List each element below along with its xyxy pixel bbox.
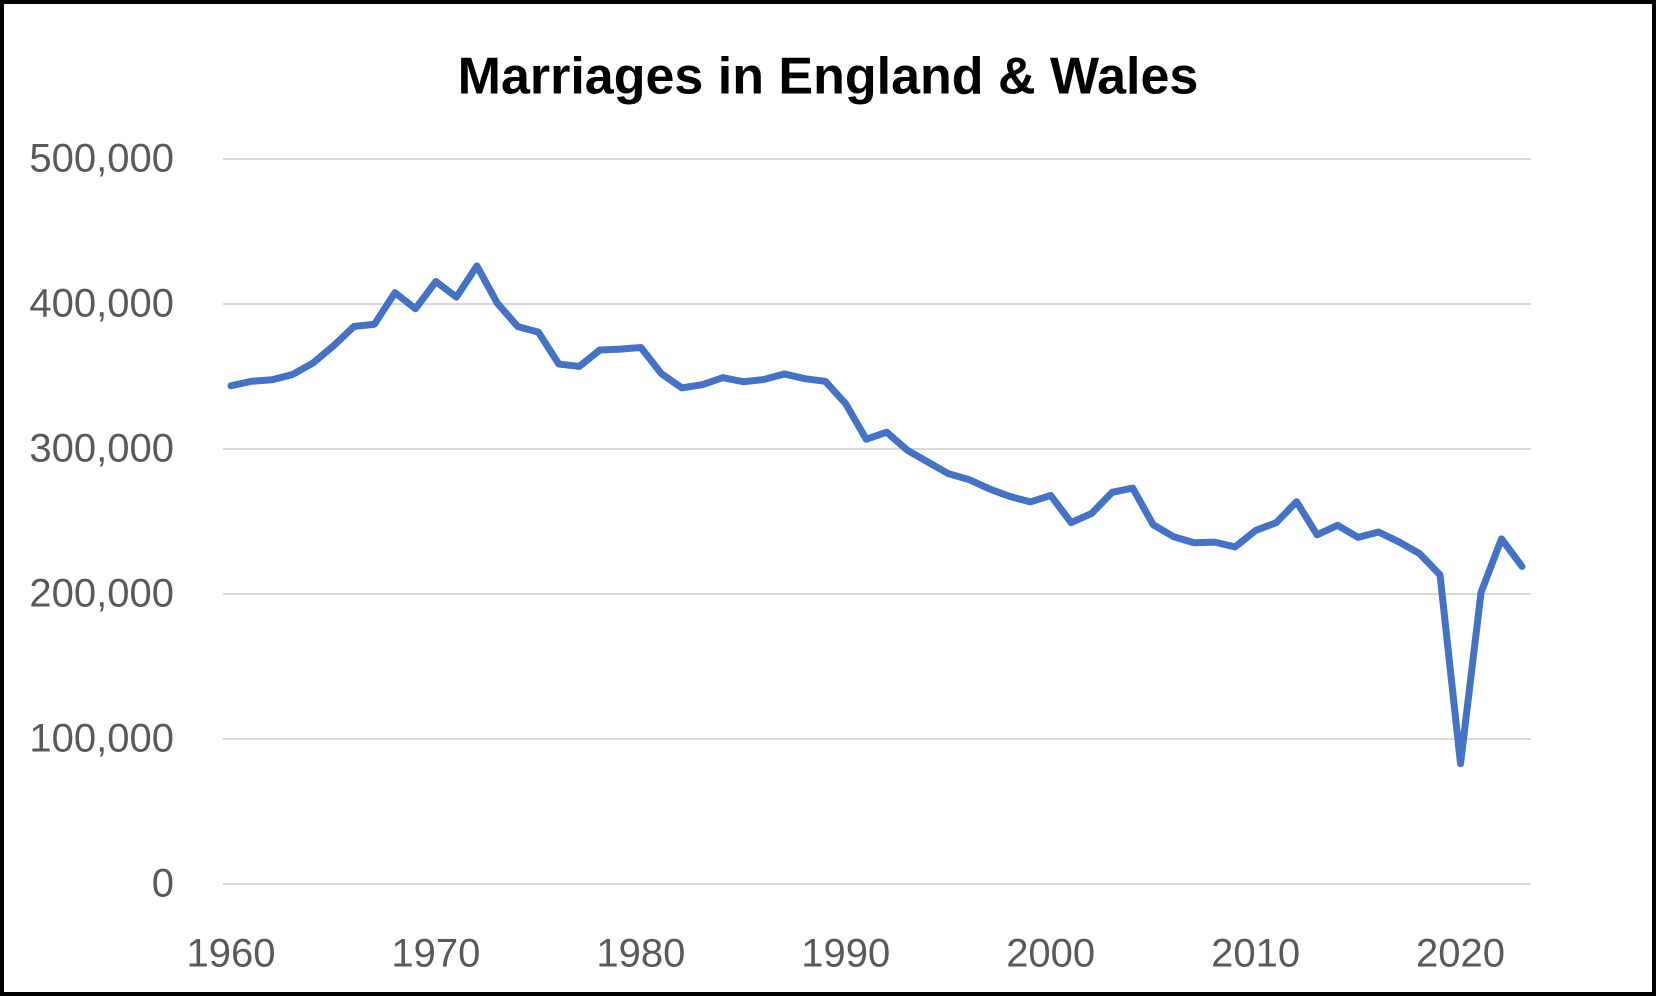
x-tick-label: 2000 <box>1006 932 1095 976</box>
x-tick-label: 1990 <box>801 932 890 976</box>
x-tick-label: 1980 <box>596 932 685 976</box>
y-tick-label: 400,000 <box>29 282 174 326</box>
y-tick-label: 300,000 <box>29 427 174 471</box>
y-tick-label: 0 <box>152 862 174 906</box>
chart-title: Marriages in England & Wales <box>458 48 1199 106</box>
data-line <box>227 262 1526 768</box>
x-tick-label: 1960 <box>187 932 276 976</box>
x-tick-label: 2010 <box>1211 932 1300 976</box>
x-tick-label: 1970 <box>391 932 480 976</box>
y-tick-label: 200,000 <box>29 572 174 616</box>
y-tick-label: 500,000 <box>29 137 174 181</box>
x-tick-label: 2020 <box>1416 932 1505 976</box>
y-tick-label: 100,000 <box>29 717 174 761</box>
